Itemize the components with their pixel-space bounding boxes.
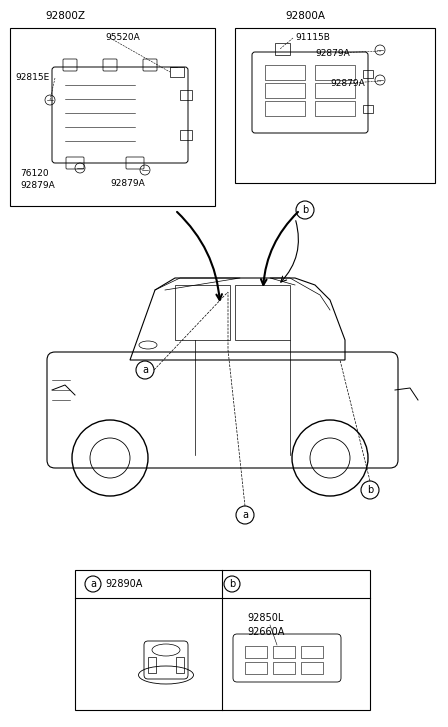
Bar: [180, 130, 192, 140]
Bar: [75, 570, 370, 710]
Text: 92879A: 92879A: [315, 49, 350, 57]
Text: 92660A: 92660A: [247, 627, 284, 637]
Bar: [301, 646, 323, 658]
Text: 76120: 76120: [20, 169, 49, 177]
Text: 92890A: 92890A: [105, 579, 142, 589]
Bar: [235, 28, 435, 183]
Bar: [265, 65, 305, 80]
Bar: [363, 105, 373, 113]
Text: 92879A: 92879A: [110, 179, 145, 188]
Bar: [363, 70, 373, 78]
Bar: [315, 101, 355, 116]
Text: a: a: [242, 510, 248, 520]
Text: 95520A: 95520A: [105, 33, 140, 42]
Text: 92879A: 92879A: [20, 182, 55, 190]
Text: b: b: [302, 205, 308, 215]
Bar: [315, 83, 355, 98]
Text: 92879A: 92879A: [330, 79, 365, 87]
Text: 92800Z: 92800Z: [45, 11, 85, 21]
Bar: [176, 657, 184, 673]
Text: a: a: [142, 365, 148, 375]
Text: 92850L: 92850L: [247, 613, 284, 623]
Bar: [265, 101, 305, 116]
Bar: [235, 285, 290, 340]
Text: b: b: [229, 579, 235, 589]
Bar: [265, 83, 305, 98]
Bar: [148, 657, 156, 673]
Text: a: a: [90, 579, 96, 589]
Text: 91115B: 91115B: [295, 33, 330, 42]
Text: 92800A: 92800A: [285, 11, 325, 21]
Bar: [175, 285, 230, 340]
Bar: [245, 662, 267, 674]
Text: 92815E: 92815E: [15, 73, 49, 82]
Bar: [273, 646, 295, 658]
Bar: [180, 90, 192, 100]
Bar: [170, 67, 184, 77]
Bar: [301, 662, 323, 674]
Bar: [315, 65, 355, 80]
Text: b: b: [367, 485, 373, 495]
Bar: [273, 662, 295, 674]
Bar: [245, 646, 267, 658]
Bar: [10, 28, 215, 206]
Bar: [275, 43, 290, 55]
